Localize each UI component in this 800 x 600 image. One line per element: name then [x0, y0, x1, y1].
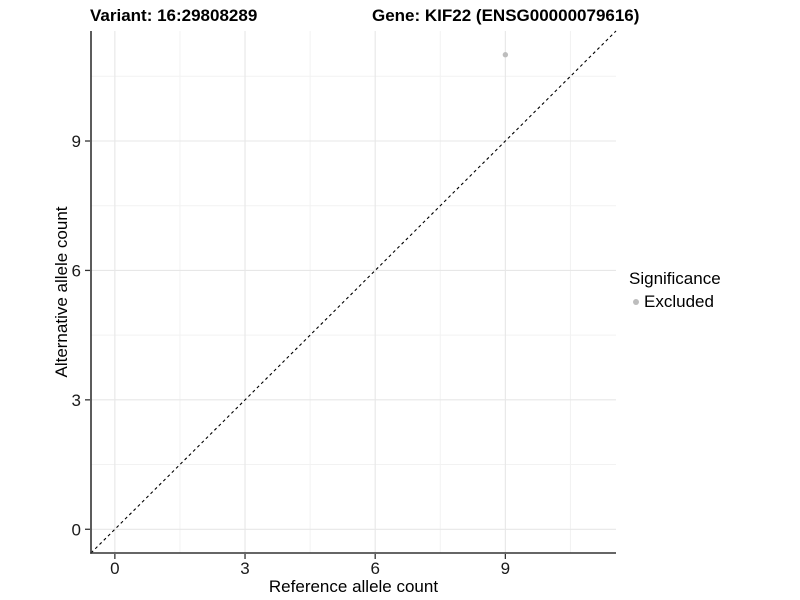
- x-tick-label: 0: [110, 559, 119, 578]
- y-axis-title: Alternative allele count: [52, 206, 71, 378]
- y-tick-label: 3: [72, 391, 81, 410]
- data-point: [502, 52, 509, 58]
- x-tick-label: 9: [501, 559, 510, 578]
- legend-item-excluded: Excluded: [629, 292, 721, 312]
- x-tick-label: 3: [240, 559, 249, 578]
- x-axis-title: Reference allele count: [268, 577, 439, 596]
- y-tick-label: 0: [72, 520, 81, 539]
- y-tick-label: 9: [72, 132, 81, 151]
- legend: Significance Excluded: [629, 269, 721, 312]
- variant-title: Variant: 16:29808289: [90, 6, 258, 25]
- legend-item-label: Excluded: [644, 292, 714, 311]
- gene-title: Gene: KIF22 (ENSG00000079616): [372, 6, 640, 25]
- legend-title: Significance: [629, 269, 721, 288]
- y-tick-label: 6: [72, 261, 81, 280]
- identity-dashed-line: [90, 30, 617, 554]
- excluded-point-icon: [633, 299, 639, 305]
- x-tick-label: 6: [370, 559, 379, 578]
